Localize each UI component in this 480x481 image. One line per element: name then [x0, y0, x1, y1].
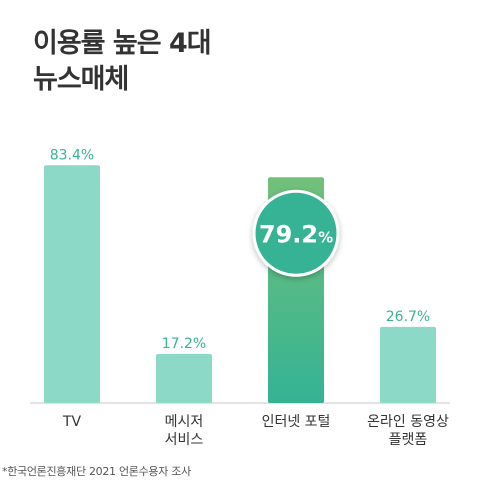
source-footnote: *한국언론진흥재단 2021 언론수용자 조사: [2, 465, 191, 478]
bar-1: [156, 353, 212, 403]
category-label-0-0: TV: [62, 414, 82, 430]
chart-title-line-2: 뉴스매체: [33, 64, 129, 95]
category-label-3-1: 플랫폼: [389, 432, 428, 448]
data-label-3: 26.7%: [386, 309, 430, 325]
category-label-3-0: 온라인 동영상: [367, 414, 449, 430]
data-label-0: 83.4%: [50, 147, 94, 163]
category-label-2-0: 인터넷 포털: [262, 414, 331, 430]
category-label-1-1: 서비스: [165, 432, 204, 448]
highlight-value-bubble: [252, 189, 340, 277]
chart-title-line-1: 이용률 높은 4대: [33, 28, 212, 59]
category-label-1-0: 메시저: [165, 414, 204, 430]
data-label-2: 79.2%: [259, 220, 333, 248]
data-label-1: 17.2%: [162, 336, 206, 352]
bar-0: [44, 165, 100, 403]
chart-title: 이용률 높은 4대 뉴스매체: [33, 26, 212, 98]
bar-3: [380, 326, 436, 403]
